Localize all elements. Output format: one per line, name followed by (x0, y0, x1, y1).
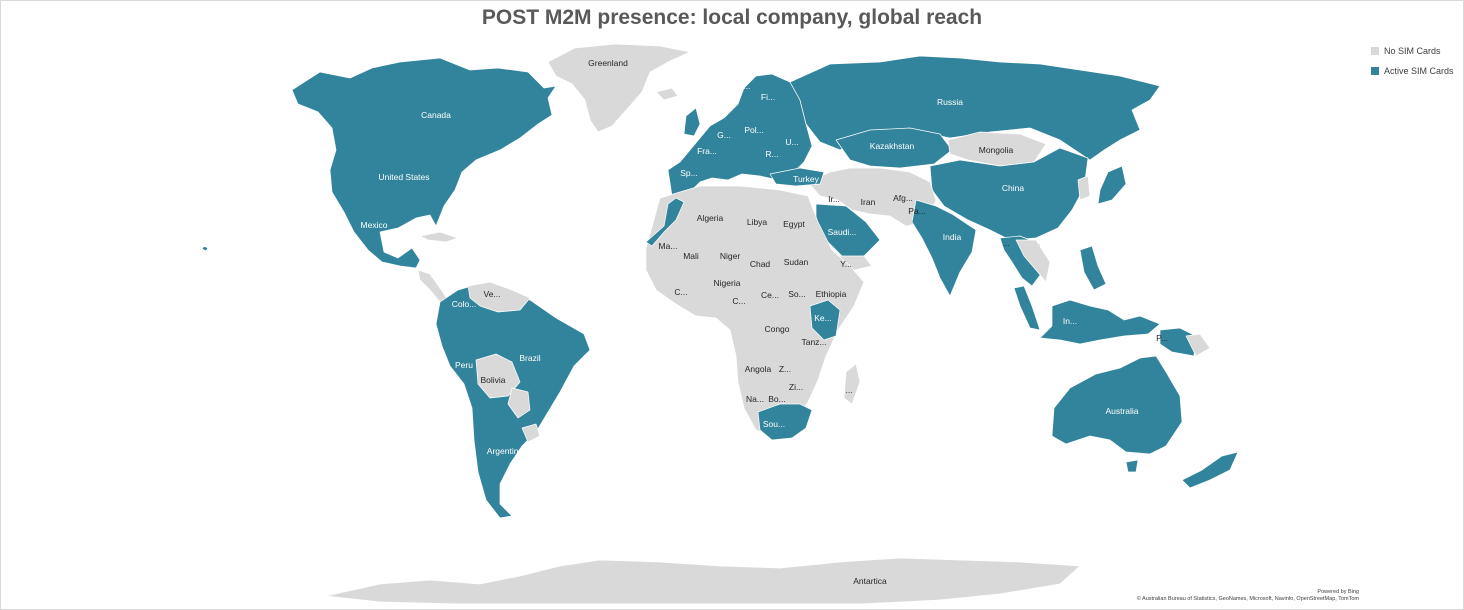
region-korea[interactable] (1077, 175, 1091, 201)
label-angola: Angola (744, 364, 772, 374)
region-antarctica[interactable] (325, 557, 1081, 605)
region-kazakhstan[interactable] (835, 127, 953, 169)
region-tasmania[interactable] (1125, 459, 1139, 473)
label-kenya: Ke... (814, 313, 832, 323)
label-libya: Libya (746, 217, 768, 227)
label-russia: Russia (937, 97, 963, 107)
label-turkey: Turkey (793, 174, 819, 184)
label-iraq: Ir... (828, 194, 840, 204)
region-philippines[interactable] (1079, 245, 1107, 291)
region-turkey[interactable] (769, 167, 825, 187)
region-uk[interactable] (683, 107, 701, 137)
label-botswana: Bo... (768, 394, 786, 404)
label-sweden: S... (737, 81, 751, 91)
label-somalia: So... (788, 289, 806, 299)
region-new-zealand[interactable] (1181, 451, 1239, 489)
label-zambia: Z... (778, 364, 792, 374)
label-afghanistan: Afg... (893, 193, 913, 203)
region-north-america[interactable] (291, 57, 557, 269)
label-congo: Congo (764, 324, 790, 334)
label-car: Ce... (761, 290, 779, 300)
label-pakistan: Pa... (908, 206, 926, 216)
label-mongolia: Mongolia (978, 145, 1014, 155)
region-uruguay[interactable] (521, 423, 541, 443)
region-morocco[interactable] (645, 197, 685, 247)
label-australia: Australia (1105, 406, 1139, 416)
label-china: China (1001, 183, 1025, 193)
map-title: POST M2M presence: local company, global… (481, 6, 983, 29)
label-south-africa: Sou... (762, 419, 786, 429)
label-peru: Peru (455, 360, 473, 370)
region-south-africa[interactable] (757, 403, 813, 441)
label-laos: ... (1002, 238, 1010, 248)
legend-item-no-sim: No SIM Cards (1371, 46, 1441, 56)
label-madagascar: ... (845, 385, 853, 395)
label-yemen: Y... (840, 259, 852, 269)
label-antarctica: Antartica (853, 576, 887, 586)
label-sudan: Sudan (783, 257, 809, 267)
region-laos[interactable] (1015, 239, 1051, 283)
label-brazil: Brazil (519, 353, 541, 363)
label-kazakhstan: Kazakhstan (869, 141, 915, 151)
label-zimbabwe: Zi... (788, 382, 804, 392)
label-algeria: Algeria (696, 213, 724, 223)
region-iceland[interactable] (655, 87, 679, 101)
label-poland: Pol... (744, 125, 764, 135)
region-madagascar[interactable] (843, 363, 861, 405)
attribution-credits: © Australian Bureau of Statistics, GeoNa… (1136, 596, 1359, 602)
label-colombia: Colo... (451, 299, 477, 309)
label-tanzania: Tanz... (801, 337, 827, 347)
label-cote: C... (674, 287, 688, 297)
region-china[interactable] (929, 147, 1089, 241)
legend-item-active-sim: Active SIM Cards (1371, 66, 1454, 76)
region-indonesia[interactable] (1039, 299, 1161, 345)
attribution-powered-by: Powered by Bing (1317, 589, 1359, 595)
label-png: P... (1156, 333, 1168, 343)
region-venezuela[interactable] (467, 281, 531, 313)
legend-swatch-active (1371, 67, 1379, 75)
label-finland: Fi... (760, 92, 776, 102)
label-mauritania: Ma... (658, 241, 678, 251)
region-japan[interactable] (1097, 165, 1127, 205)
label-venezuela: Ve... (483, 289, 501, 299)
label-germany: G... (717, 130, 731, 140)
label-ukraine: U... (785, 137, 799, 147)
label-iran: Iran (860, 197, 876, 207)
label-india: India (942, 232, 962, 242)
legend-label-no-sim: No SIM Cards (1384, 46, 1441, 56)
label-romania: R... (765, 149, 779, 159)
label-niger: Niger (719, 251, 741, 261)
region-australia[interactable] (1051, 355, 1183, 455)
label-ethiopia: Ethiopia (815, 289, 847, 299)
label-egypt: Egypt (783, 219, 805, 229)
legend-swatch-inactive (1371, 47, 1379, 55)
label-greenland: Greenland (588, 58, 628, 68)
label-indonesia: In... (1062, 316, 1078, 326)
label-france: Fra... (697, 146, 717, 156)
label-argentina: Argentina (486, 446, 524, 456)
region-png[interactable] (1159, 327, 1197, 357)
label-mali: Mali (683, 251, 699, 261)
label-chad: Chad (749, 259, 771, 269)
label-namibia: Na... (746, 394, 764, 404)
label-nigeria: Nigeria (713, 278, 741, 288)
region-hawaii[interactable] (201, 245, 209, 252)
label-mexico: Mexico (360, 220, 388, 230)
legend-label-active-sim: Active SIM Cards (1384, 66, 1454, 76)
label-bolivia: Bolivia (480, 375, 506, 385)
label-cameroon: C... (732, 296, 746, 306)
label-canada: Canada (421, 110, 451, 120)
label-saudi: Saudi... (827, 227, 857, 237)
region-india[interactable] (911, 199, 977, 297)
region-central-america[interactable] (417, 269, 449, 303)
label-united-states: United States (378, 172, 430, 182)
region-kenya[interactable] (809, 299, 841, 341)
region-png-east[interactable] (1185, 333, 1211, 357)
region-cuba[interactable] (419, 231, 459, 243)
region-malaysia[interactable] (1013, 285, 1041, 331)
region-paraguay[interactable] (507, 387, 531, 419)
label-spain: Sp... (680, 168, 698, 178)
region-greenland[interactable] (547, 43, 691, 133)
